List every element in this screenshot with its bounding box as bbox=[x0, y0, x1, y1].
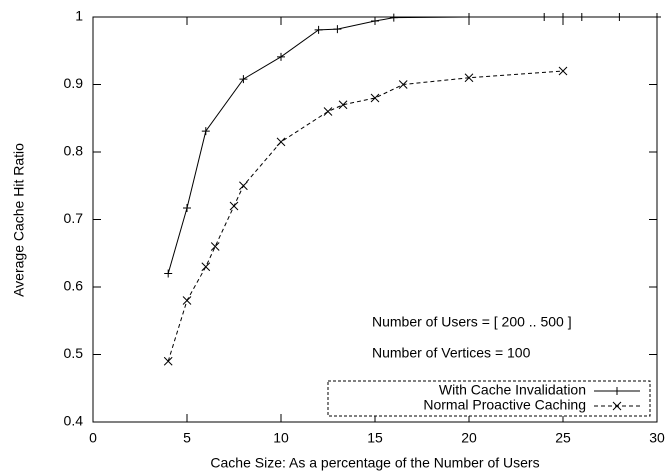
plot-frame bbox=[92, 16, 658, 423]
x-tick-label: 5 bbox=[183, 430, 191, 446]
data-point bbox=[164, 269, 173, 278]
data-point bbox=[371, 17, 379, 26]
y-tick-label: 0.5 bbox=[64, 345, 84, 361]
data-point bbox=[183, 204, 191, 213]
data-point bbox=[201, 127, 210, 136]
data-point bbox=[559, 13, 567, 21]
legend-label: Normal Proactive Caching bbox=[423, 397, 586, 413]
data-point bbox=[201, 262, 211, 272]
series-line bbox=[167, 16, 657, 274]
data-point bbox=[276, 137, 286, 147]
data-point bbox=[239, 75, 248, 84]
data-point bbox=[465, 13, 473, 21]
y-tick-label: 0.6 bbox=[64, 278, 84, 294]
legend-label: With Cache Invalidation bbox=[439, 382, 586, 398]
data-point bbox=[653, 13, 661, 21]
x-tick-label: 10 bbox=[273, 430, 289, 446]
data-point bbox=[338, 100, 348, 110]
y-tick-label: 0.4 bbox=[64, 413, 84, 429]
data-point bbox=[323, 107, 333, 116]
y-tick-label: 0.9 bbox=[64, 75, 84, 91]
data-point bbox=[558, 66, 568, 76]
y-tick-label: 0.7 bbox=[64, 210, 84, 226]
legend-marker bbox=[612, 401, 622, 411]
data-point bbox=[370, 93, 380, 103]
data-point bbox=[229, 201, 239, 211]
data-point bbox=[182, 296, 192, 305]
y-tick-label: 1 bbox=[75, 8, 83, 24]
y-axis-label: Average Cache Hit Ratio bbox=[11, 143, 27, 297]
x-axis-label: Cache Size: As a percentage of the Numbe… bbox=[210, 455, 539, 471]
data-point bbox=[163, 356, 173, 366]
annotation: Number of Vertices = 100 bbox=[372, 345, 531, 361]
data-point bbox=[615, 13, 624, 21]
data-point bbox=[314, 25, 323, 34]
annotation: Number of Users = [ 200 .. 500 ] bbox=[372, 314, 572, 330]
data-point bbox=[540, 13, 549, 21]
data-point bbox=[577, 13, 586, 21]
data-point bbox=[210, 242, 220, 251]
legend-box bbox=[327, 380, 651, 417]
x-tick-label: 25 bbox=[555, 430, 571, 446]
data-point bbox=[398, 80, 408, 89]
y-tick-label: 0.8 bbox=[64, 143, 84, 159]
data-point bbox=[464, 73, 474, 83]
x-tick-label: 15 bbox=[367, 430, 383, 446]
x-tick-label: 0 bbox=[89, 430, 97, 446]
legend-marker bbox=[613, 387, 621, 395]
x-tick-label: 30 bbox=[649, 430, 665, 446]
data-point bbox=[333, 25, 342, 34]
data-point bbox=[389, 13, 398, 22]
data-point bbox=[239, 181, 248, 191]
x-tick-label: 20 bbox=[461, 430, 477, 446]
data-point bbox=[277, 52, 285, 61]
